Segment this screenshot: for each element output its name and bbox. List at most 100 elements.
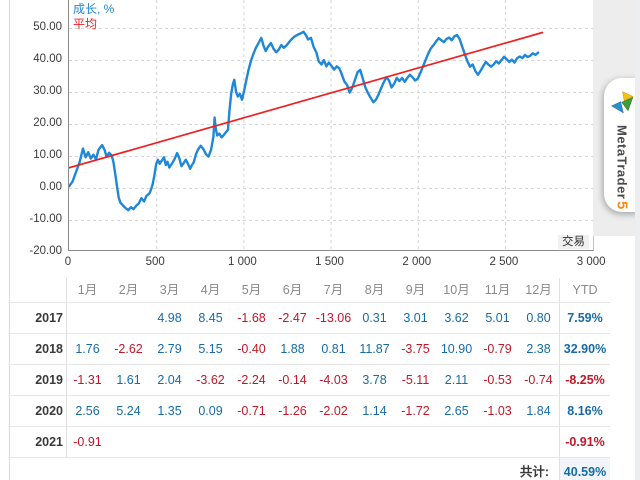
month-cell: 2.04 [157,373,182,387]
total-row: 共计: 40.59% [8,458,610,480]
month-header-cell: 11月 [484,283,511,297]
month-cell: 0.81 [321,342,346,356]
month-cell [149,427,190,457]
month-cell: 0.80 [526,311,551,325]
month-cell [231,427,272,457]
x-tick-label: 2 000 [402,256,432,268]
month-header-cell: 2月 [118,283,139,297]
month-cell [313,427,354,457]
month-header-cell: 10月 [443,283,470,297]
month-cell: 5.01 [485,311,510,325]
month-cell: -2.02 [319,404,348,418]
month-cell: 0.31 [362,311,387,325]
month-cell: 10.90 [440,342,473,356]
month-cell [190,427,231,457]
month-cell: -1.26 [278,404,307,418]
month-cell: 11.87 [359,342,390,356]
month-cell: 2.56 [75,404,100,418]
y-tick-label: 40.00 [33,53,62,65]
month-cell [436,427,477,457]
month-header-cell: 12月 [525,283,552,297]
table-header-row: 1月 2月 3月 4月 5月 6月 7月 8月 9月 10月 11月 12月 YTD [8,278,610,303]
month-cell [395,427,436,457]
growth-chart-canvas [69,0,593,250]
month-cell: -2.47 [278,311,307,325]
month-cell: -2.24 [237,373,266,387]
metatrader5-tab-label: MetaTrader [614,125,630,200]
month-cell: -0.79 [483,342,512,356]
month-cell: 1.61 [116,373,141,387]
month-cell: 8.45 [198,311,223,325]
month-header-cell: 9月 [405,283,426,297]
month-cell: 2.11 [444,373,469,387]
scrollbar[interactable] [635,0,640,480]
left-frame-line [9,0,10,480]
month-header-cell: 7月 [323,283,344,297]
total-label: 共计: [519,465,549,479]
month-header-cell: 5月 [241,283,262,297]
x-tick-label: 1 500 [315,256,344,268]
x-axis-unit-label: 交易 [558,235,589,249]
total-value-cell: 40.59% [559,458,610,480]
month-cell [108,303,149,333]
month-cell: -1.03 [483,404,512,418]
table-row: 2020 2.56 5.24 1.35 0.09 -0.71 -1.26 -2.02 1.14… [8,396,610,427]
month-header-cell: 8月 [364,283,385,297]
month-cell: 4.98 [157,311,182,325]
series-成长, % [69,30,540,212]
month-cell: -3.62 [196,373,225,387]
y-tick-label: 50.00 [33,21,62,33]
month-header-cell: 1月 [77,283,98,297]
ytd-cell: -8.25% [559,365,610,395]
series-平均 [69,31,544,169]
month-cell: -0.14 [278,373,307,387]
month-cell: -5.11 [401,373,430,387]
legend-item: 平均 [73,17,98,31]
month-cell: -4.03 [319,373,348,387]
month-header-cell: 4月 [200,283,221,297]
table-row: 2019 -1.31 1.61 2.04 -3.62 -2.24 -0.14 -4.03 3.… [8,365,610,396]
x-tick-label: 2 500 [489,256,519,268]
growth-chart [68,0,594,251]
month-header-cell: 3月 [159,283,180,297]
month-cell: -0.91 [73,435,102,449]
x-tick-label: 3 000 [576,256,606,268]
year-cell: 2020 [8,396,67,426]
month-cell [518,427,559,457]
legend-item: 成长, % [73,2,115,16]
month-cell: 1.76 [75,342,100,356]
month-cell: 1.88 [280,342,305,356]
month-cell: 0.09 [198,404,223,418]
month-cell: -13.06 [315,311,352,325]
month-cell: 3.01 [403,311,428,325]
month-cell: -3.75 [401,342,430,356]
month-cell: -1.72 [401,404,430,418]
year-cell: 2017 [8,303,67,333]
chart-legend: 成长, % 平均 [73,2,114,32]
year-cell: 2019 [8,365,67,395]
month-cell: 5.15 [198,342,223,356]
metatrader5-tab-link[interactable]: MetaTrader 5 [604,78,640,212]
table-body: 2017 4.98 8.45 -1.68 -2.47 -13.06 0.31 3.01 3.6… [8,303,610,458]
month-cell: 1.35 [157,404,182,418]
metatrader5-tab-number: 5 [613,201,631,210]
y-tick-label: 20.00 [33,117,62,129]
table-row: 2017 4.98 8.45 -1.68 -2.47 -13.06 0.31 3.01 3.6… [8,303,610,334]
x-tick-label: 0 [64,256,72,268]
year-cell: 2021 [8,427,67,457]
month-cell: 2.38 [526,342,551,356]
y-tick-label: -10.00 [29,213,62,225]
x-tick-label: 1 000 [227,256,257,268]
month-cell: -0.40 [237,342,266,356]
ytd-cell: 8.16% [559,396,610,426]
x-tick-label: 500 [145,256,165,268]
month-cell [354,427,395,457]
month-cell: -2.62 [114,342,143,356]
ytd-header-cell: YTD [559,278,610,302]
month-cell: 1.84 [526,404,551,418]
year-cell: 2018 [8,334,67,364]
month-cell [477,427,518,457]
month-cell: -0.53 [483,373,512,387]
year-header-cell [8,278,67,302]
table-row: 2021 -0.91 -0.91% [8,427,610,458]
